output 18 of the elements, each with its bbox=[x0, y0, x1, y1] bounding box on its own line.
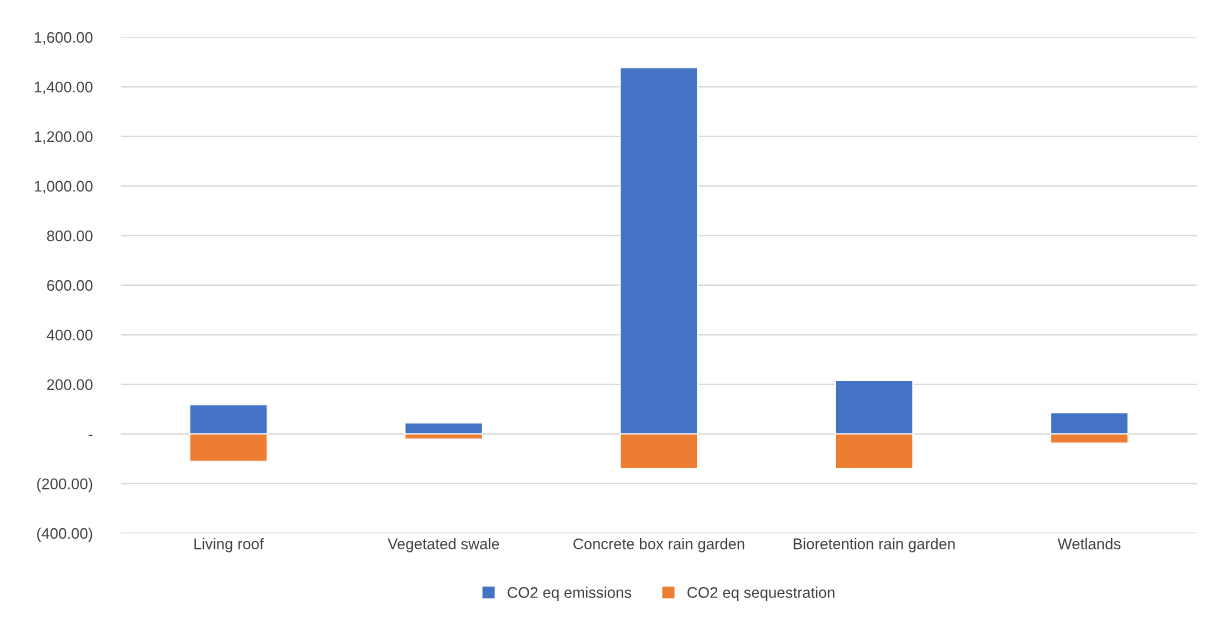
legend-label: CO2 eq sequestration bbox=[687, 586, 835, 601]
x-tick-label: Vegetated swale bbox=[387, 538, 500, 553]
y-tick-label: 1,600.00 bbox=[34, 32, 93, 45]
y-tick-label: 200.00 bbox=[47, 379, 93, 391]
legend-label: CO2 eq emissions bbox=[507, 586, 632, 601]
x-tick-label: Wetlands bbox=[1057, 538, 1121, 550]
y-tick-label: 600.00 bbox=[47, 280, 93, 291]
x-tick-label: Bioretention rain garden bbox=[793, 538, 955, 553]
y-tick-label: - bbox=[88, 434, 93, 437]
y-tick-label: 400.00 bbox=[46, 329, 93, 341]
y-tick-label: (200.00) bbox=[37, 478, 93, 493]
y-tick-label: (400.00) bbox=[37, 527, 93, 542]
x-tick-label: Concrete box rain garden bbox=[573, 538, 745, 553]
x-tick-label: Living roof bbox=[194, 538, 264, 553]
y-tick-label: 1,000.00 bbox=[34, 180, 93, 194]
y-tick-label: 800.00 bbox=[47, 230, 93, 242]
y-tick-label: 1,400.00 bbox=[34, 81, 93, 95]
y-tick-label: 1,200.00 bbox=[34, 131, 93, 144]
